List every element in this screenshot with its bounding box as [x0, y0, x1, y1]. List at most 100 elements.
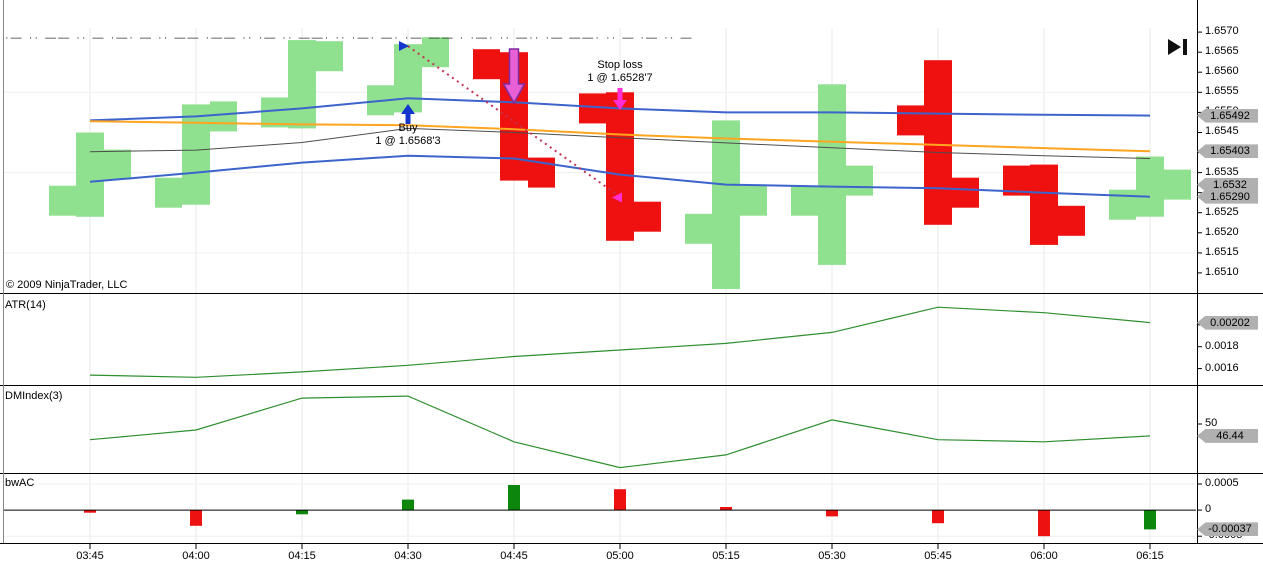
ohlc-bar-open-tick	[155, 177, 182, 208]
ohlc-bar-open-tick	[1109, 189, 1136, 220]
time-axis-label: 04:00	[182, 550, 210, 562]
axis-value-marker: 46.44	[1197, 428, 1258, 443]
axis-value-marker: 1.6532	[1197, 177, 1258, 192]
price-tick-label: 1.6515	[1205, 245, 1239, 258]
panel-label-dmindex: DMIndex(3)	[5, 390, 63, 402]
bwac-bar	[1144, 510, 1156, 530]
buy-arrow-icon	[405, 114, 411, 124]
axis-value-marker: 0.00202	[1197, 315, 1258, 330]
ohlc-bar-close-tick	[316, 41, 343, 72]
buy-arrow-icon	[401, 104, 415, 114]
chart-instrument-header: ·— ·· —— ·· — ·—· — ·· —— ·—— ·· ·— ·· —…	[5, 36, 695, 45]
bwac-bar	[826, 510, 838, 517]
axis-value-marker: 1.65403	[1197, 144, 1258, 159]
ohlc-bar-close-tick	[634, 201, 661, 232]
ohlc-bar-range	[818, 84, 846, 265]
ohlc-bar-range	[924, 60, 952, 225]
indicator-line-DMIndex(3)	[89, 395, 1151, 469]
bwac-bar	[720, 507, 732, 511]
indicator-line-ATR(14)	[89, 306, 1151, 378]
price-tick-label: 0.0018	[1205, 339, 1239, 352]
time-axis-label: 05:45	[924, 550, 952, 562]
ohlc-bar-close-tick	[104, 149, 131, 180]
buy-annotation: Buy 1 @ 1.6568'3	[348, 122, 468, 148]
time-axis-label: 05:00	[606, 550, 634, 562]
ohlc-bar-close-tick	[740, 185, 767, 216]
price-tick-label: 50	[1205, 416, 1218, 429]
trail-start-icon	[399, 41, 409, 51]
price-tick-label: 1.6560	[1205, 65, 1239, 78]
stop-trail-line	[407, 45, 621, 198]
ohlc-bar-range	[1030, 164, 1058, 245]
buy-annotation-line1: Buy	[398, 122, 418, 134]
ohlc-bar-open-tick	[791, 185, 818, 216]
ohlc-bar-range	[182, 104, 210, 205]
price-tick-label: 1.6545	[1205, 125, 1239, 138]
ohlc-bar-open-tick	[685, 213, 712, 244]
series-median-orange	[89, 120, 1151, 153]
clipped-header-text: ·— ·· —— ·· — ·—· — ·· —— ·—— ·· ·— ·· —…	[5, 36, 695, 44]
price-tick-label: 1.6555	[1205, 85, 1239, 98]
ohlc-bar-range	[76, 132, 104, 217]
time-axis-label: 06:00	[1030, 550, 1058, 562]
axis-value-marker: -0.00037	[1197, 522, 1258, 537]
ohlc-bar-range	[712, 120, 740, 290]
time-axis-label: 06:15	[1136, 550, 1164, 562]
price-tick-label: 1.6570	[1205, 25, 1239, 38]
price-tick-label: 1.6520	[1205, 225, 1239, 238]
price-tick-label: 1.6535	[1205, 165, 1239, 178]
ohlc-bar-range	[288, 40, 316, 129]
price-tick-label: 1.6525	[1205, 205, 1239, 218]
bwac-bar	[1038, 510, 1050, 537]
ohlc-bar-open-tick	[897, 105, 924, 136]
time-axis-label: 05:15	[712, 550, 740, 562]
play-to-end-icon	[1168, 39, 1187, 55]
bwac-bar	[614, 489, 626, 511]
price-tick-label: 0.0005	[1205, 476, 1239, 489]
time-axis-label: 03:45	[76, 550, 104, 562]
time-axis-label: 04:45	[500, 550, 528, 562]
ohlc-bar-open-tick	[261, 97, 288, 128]
bwac-bar	[932, 510, 944, 524]
ohlc-bar-close-tick	[846, 165, 873, 196]
axis-value-marker: 1.65492	[1197, 108, 1258, 123]
bwac-bar	[402, 499, 414, 510]
price-tick-label: 1.6510	[1205, 265, 1239, 278]
copyright-text: © 2009 NinjaTrader, LLC	[6, 279, 128, 291]
price-tick-label: 0	[1205, 503, 1212, 516]
stop-loss-annotation: Stop loss 1 @ 1.6528'7	[560, 59, 680, 85]
buy-annotation-line2: 1 @ 1.6568'3	[375, 135, 441, 147]
ohlc-bar-open-tick	[579, 93, 606, 124]
panel-label-bwac: bwAC	[5, 477, 35, 489]
panel-label-atr: ATR(14)	[5, 299, 46, 311]
bwac-bar	[296, 510, 308, 515]
ohlc-bar-range	[394, 44, 422, 113]
ohlc-bar-close-tick	[422, 37, 449, 68]
ohlc-bar-open-tick	[473, 49, 500, 80]
stop-level-marker-icon	[612, 192, 622, 203]
time-axis-label: 04:30	[394, 550, 422, 562]
ohlc-bar-range	[1136, 156, 1164, 217]
ohlc-bar-close-tick	[210, 101, 237, 132]
bwac-bar	[84, 510, 96, 513]
price-tick-label: 1.6565	[1205, 45, 1239, 58]
bwac-bar	[508, 485, 520, 511]
ohlc-bar-close-tick	[952, 177, 979, 208]
go-to-last-bar-button[interactable]	[1166, 37, 1192, 57]
stop-arrow-icon	[617, 88, 623, 100]
ohlc-bar-close-tick	[1164, 169, 1191, 200]
stop-loss-annotation-line1: Stop loss	[597, 59, 643, 71]
series-lower-band	[89, 154, 1151, 198]
bwac-bar	[190, 510, 202, 526]
stop-arrow-icon	[613, 100, 627, 110]
time-axis-label: 04:15	[288, 550, 316, 562]
ohlc-bar-range	[606, 92, 634, 241]
ohlc-bar-open-tick	[49, 185, 76, 216]
ohlc-bar-close-tick	[1058, 205, 1085, 236]
series-gray-line	[89, 127, 1151, 159]
stop-loss-annotation-line2: 1 @ 1.6528'7	[587, 72, 653, 84]
exit-arrow-icon	[502, 48, 526, 105]
time-axis-label: 05:30	[818, 550, 846, 562]
